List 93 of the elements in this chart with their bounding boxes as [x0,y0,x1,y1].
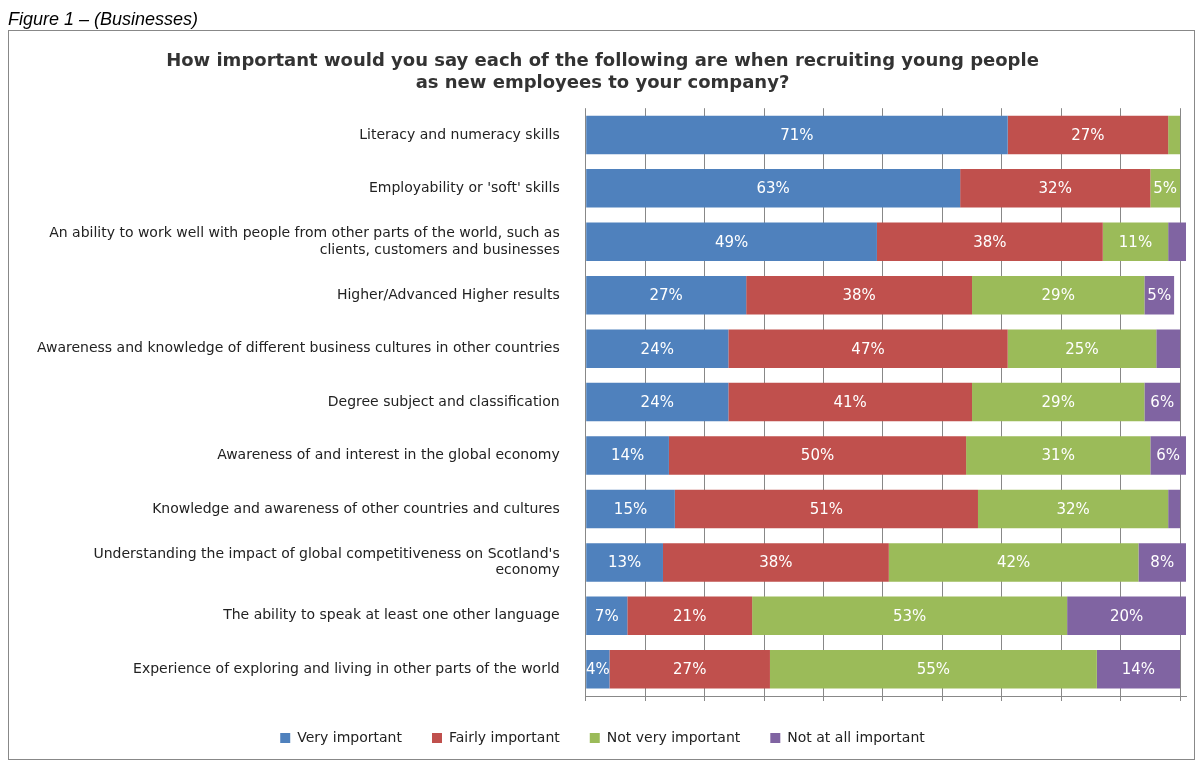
data-label: 25% [1065,339,1099,358]
data-label: 14% [1121,660,1156,679]
bar [586,596,628,636]
data-label: 49% [714,232,749,251]
bar [586,169,961,208]
bar [972,275,1145,315]
data-label: 4% [585,660,610,679]
y-tick-label: Degree subject and classification [327,392,560,409]
data-label: 7% [594,606,619,625]
data-label: 21% [673,606,707,625]
bar [627,596,753,636]
data-label: 41% [833,392,867,411]
y-tick-label: Awareness and knowledge of different business cultures in other countries [36,339,560,356]
data-label: 63% [756,179,790,198]
bar [586,329,729,368]
data-label: 20% [1109,606,1144,625]
y-tick-label: The ability to speak at least one other language [222,606,560,623]
bar [586,436,669,475]
y-tick-label: Higher/Advanced Higher results [336,285,560,302]
data-label: 14% [610,446,645,465]
data-label: 5% [1147,286,1172,305]
data-label: 38% [973,232,1007,251]
data-label: 29% [1041,286,1075,305]
bar [769,650,1097,689]
y-tick-label: Literacy and numeracy skills [359,125,560,142]
y-tick-label: Understanding the impact of global competitiveness on Scotland's economy [93,544,560,578]
bar [1168,222,1186,262]
legend-label: Very important [297,728,403,745]
y-tick-label: Awareness of and interest in the global economy [217,446,560,463]
bar [728,329,1008,368]
data-label: 8% [1150,553,1175,572]
bar [586,115,1008,155]
data-label: 15% [613,499,648,518]
legend-label: Fairly important [448,728,561,745]
data-label: 31% [1041,446,1075,465]
bar [1102,222,1169,262]
legend-label: Not at all important [787,728,926,745]
bar [728,382,973,422]
data-label: 5% [1153,179,1178,198]
data-label: 27% [1071,125,1105,144]
bar [674,489,978,529]
data-label: 6% [1150,392,1175,411]
data-label: 27% [649,286,683,305]
bar [972,382,1145,422]
data-label: 32% [1056,499,1090,518]
bar [609,650,770,689]
y-tick-label: Employability or 'soft' skills [368,179,560,195]
data-label: 53% [892,606,927,625]
bar [746,275,973,315]
bar [586,543,663,582]
data-label: 27% [673,660,707,679]
data-label: 29% [1041,392,1075,411]
bar [586,275,747,315]
bar [888,543,1139,582]
data-label: 13% [607,553,642,572]
y-tick-label: Knowledge and awareness of other countries and cultures [152,499,560,516]
bar [960,169,1151,208]
data-label: 55% [916,660,951,679]
data-label: 24% [640,392,674,411]
bar [662,543,889,582]
caption: Figure 1 – (Businesses) [8,8,200,30]
data-label: 71% [780,125,814,144]
bar [966,436,1151,475]
bar [586,489,675,529]
data-label: 38% [759,553,793,572]
bar [1168,115,1181,155]
chart-title: How important would you say each of the following are when recruiting young people as new employees to your company? [166,49,1039,93]
data-label: 32% [1038,179,1072,198]
bar [1138,543,1186,582]
data-label: 47% [851,339,885,358]
bar [1156,329,1181,368]
bar [1096,650,1181,689]
bar [1168,489,1181,529]
bar [586,222,877,262]
legend-label: Not very important [606,728,741,745]
bar [752,596,1068,636]
bar [876,222,1103,262]
bar [668,436,967,475]
data-label: 24% [640,339,674,358]
data-label: 42% [996,553,1031,572]
bar [1007,329,1157,368]
data-label: 11% [1118,232,1153,251]
data-label: 51% [809,499,844,518]
data-label: 50% [800,446,835,465]
bar [586,382,729,422]
data-label: 38% [842,286,876,305]
bar [1067,596,1186,636]
bar [1007,115,1169,155]
data-label: 6% [1156,446,1181,465]
y-tick-label: Experience of exploring and living in other parts of the world [133,659,560,676]
bar [1150,436,1186,475]
bar [977,489,1169,529]
y-tick-label: An ability to work well with people from other parts of the world, such as clients, customers and businesses [49,224,560,257]
